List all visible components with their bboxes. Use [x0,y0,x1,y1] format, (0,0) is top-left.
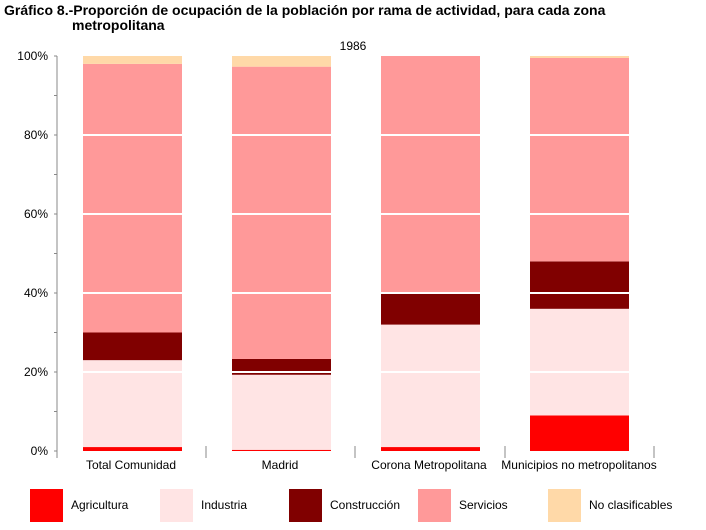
bar-segment [530,308,629,416]
chart-subtitle: 1986 [340,39,367,53]
bar-segment [232,358,331,375]
chart-title-line2: metropolitana [72,17,165,33]
y-tick-label: 60% [24,207,48,221]
x-tick-label: Municipios no metropolitanos [501,458,656,472]
bar-segment [381,56,480,293]
y-tick-label: 20% [24,365,48,379]
bar-segment [232,374,331,450]
bar-segment [530,415,629,451]
legend-item: Industria [160,488,247,522]
chart-plot: 1986 0% 20% 40% 60% 80% 100% Total Comunidad M… [17,39,657,472]
bar-segment [530,261,629,309]
bar-segment [381,447,480,451]
legend-label: No clasificables [589,498,673,512]
x-tick-label: Madrid [262,458,299,472]
x-tick-label: Total Comunidad [86,458,176,472]
bar-segment [232,56,331,67]
legend-label: Industria [201,498,248,512]
bar-segment [530,57,629,262]
legend-swatch [418,488,451,522]
legend-item: Servicios [418,488,508,522]
y-tick-label: 0% [31,444,49,458]
chart-title-line1: Gráfico 8.-Proporción de ocupación de la… [4,2,606,18]
legend-swatch [289,488,322,522]
bar-segment [83,63,182,333]
x-axis: Total Comunidad Madrid Corona Metropolitan… [56,446,657,472]
bar-segment [381,293,480,325]
y-axis: 0% 20% 40% 60% 80% 100% [17,49,58,458]
bar-segment [83,56,182,64]
bar-segment [83,332,182,361]
y-tick-label: 40% [24,286,48,300]
legend-swatch [30,488,63,522]
legend-swatch [548,488,581,522]
y-tick-label: 100% [17,49,48,63]
bar-segment [530,56,629,58]
legend-label: Servicios [459,498,508,512]
legend-item: Construcción [289,488,400,522]
legend-item: No clasificables [548,488,672,522]
y-tick-label: 80% [24,128,48,142]
legend-label: Agricultura [71,498,129,512]
bar-segment [83,360,182,448]
bar-segment [232,66,331,359]
legend: Agricultura Industria Construcción Servicio… [0,488,706,524]
bar-segment [83,447,182,451]
legend-item: Agricultura [30,488,128,522]
legend-label: Construcción [330,498,401,512]
chart-title: Gráfico 8.-Proporción de ocupación de la… [4,3,644,33]
bar-segment [381,324,480,448]
x-tick-label: Corona Metropolitana [371,458,487,472]
bars [83,56,629,451]
legend-swatch [160,488,193,522]
bar-segment [232,449,331,451]
